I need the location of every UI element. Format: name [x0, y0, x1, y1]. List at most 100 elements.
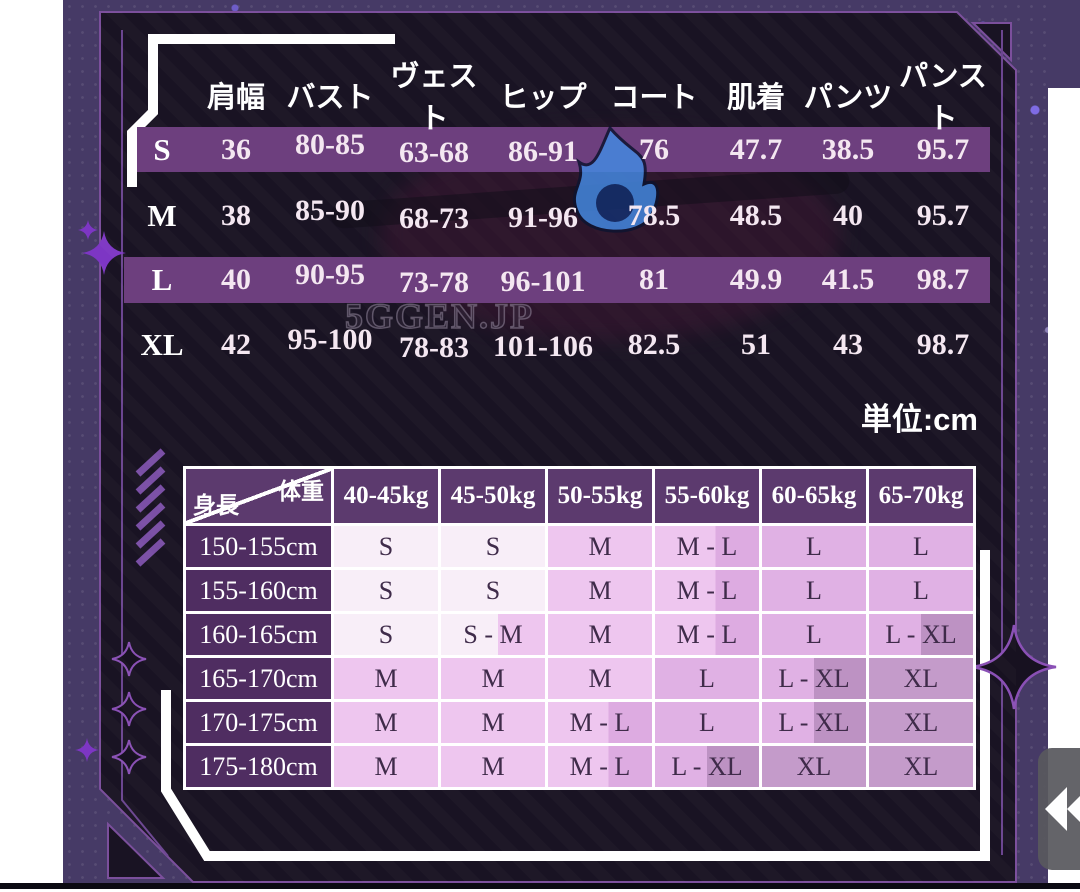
rewind-icon	[1045, 787, 1080, 831]
size-value-cell: 82.5	[627, 327, 681, 361]
size-value-cell: 80-85	[295, 127, 365, 161]
size-value-cell: 43	[833, 327, 863, 361]
fit-cell: XL	[762, 746, 866, 787]
size-value-cell: 91-96	[508, 200, 578, 234]
fit-table-row: 165-170cm M M M L L - XL XL	[186, 658, 973, 699]
fit-cell: M	[334, 702, 438, 743]
column-header: ヒップ	[499, 82, 587, 114]
size-value-cell: 38.5	[821, 132, 875, 166]
size-value-cell: 63-68	[399, 135, 469, 169]
fit-cell: M	[441, 702, 545, 743]
column-header: パンツ	[803, 82, 893, 114]
size-value-cell: 95.7	[916, 132, 970, 166]
height-cell: 175-180cm	[186, 746, 331, 787]
fit-cell: M	[441, 746, 545, 787]
size-value-cell: 76	[639, 132, 669, 166]
size-value-cell: 98.7	[916, 263, 970, 296]
weight-header-cell: 55-60kg	[655, 469, 759, 523]
weight-header-cell: 60-65kg	[762, 469, 866, 523]
size-value-cell: 38	[221, 198, 251, 232]
rewind-button[interactable]	[1038, 748, 1080, 870]
fit-table: 体重 身長 40-45kg 45-50kg 50-55kg 55-60kg 60…	[183, 466, 976, 790]
column-header: コート	[610, 82, 698, 114]
fit-cell: L - XL	[869, 614, 973, 655]
fit-cell: M - L	[655, 570, 759, 611]
height-cell: 150-155cm	[186, 526, 331, 567]
size-value-cell: 51	[741, 327, 771, 361]
size-table-header-row: 肩幅 バスト ヴェスト ヒップ コート 肌着 パンツ パンスト	[132, 61, 1012, 135]
fit-cell: XL	[869, 746, 973, 787]
fit-table-row: 155-160cm S S M M - L L L	[186, 570, 973, 611]
size-row-s: S 36 80-85 63-68 86-91 76 47.7 38.5 95.7	[132, 127, 1012, 172]
fit-cell: M - L	[655, 614, 759, 655]
fit-table-header-row: 体重 身長 40-45kg 45-50kg 50-55kg 55-60kg 60…	[186, 469, 973, 523]
fit-cell: XL	[869, 658, 973, 699]
size-value-cell: 98.7	[916, 327, 970, 361]
fit-cell: S	[334, 570, 438, 611]
size-value-cell: 73-78	[399, 266, 469, 299]
column-header: パンスト	[899, 61, 987, 135]
fit-cell: M	[334, 658, 438, 699]
fit-table-row: 150-155cm S S M M - L L L	[186, 526, 973, 567]
fit-cell: M	[334, 746, 438, 787]
fit-cell: L	[869, 570, 973, 611]
fit-cell: L	[762, 614, 866, 655]
size-value-cell: 42	[221, 327, 251, 361]
fit-cell: L - XL	[762, 658, 866, 699]
bottom-divider	[0, 883, 1080, 889]
column-header: ヴェスト	[390, 61, 478, 135]
fit-cell: L - XL	[762, 702, 866, 743]
size-row-l: L 40 90-95 73-78 96-101 81 49.9 41.5 98.…	[132, 257, 1012, 303]
watermark-site-text: 5GGEN.JP	[344, 295, 535, 337]
highlight-band-s	[137, 127, 990, 172]
height-cell: 170-175cm	[186, 702, 331, 743]
fit-cell: S	[441, 570, 545, 611]
size-value-cell: 81	[639, 263, 669, 296]
column-header: 肌着	[726, 82, 785, 114]
fit-cell: L	[762, 526, 866, 567]
size-row-xl: XL 42 95-100 78-83 101-106 82.5 51 43 98…	[132, 322, 1012, 367]
unit-label: 単位:cm	[860, 402, 978, 437]
weight-header-cell: 65-70kg	[869, 469, 973, 523]
size-value-cell: 96-101	[500, 265, 586, 298]
fit-cell: L - XL	[655, 746, 759, 787]
size-label: S	[153, 131, 171, 167]
size-value-cell: 40	[221, 263, 251, 296]
weight-header-cell: 50-55kg	[548, 469, 652, 523]
fit-table-row: 160-165cm S S - M M M - L L L - XL	[186, 614, 973, 655]
size-value-cell: 36	[221, 132, 251, 166]
fit-table-row: 170-175cm M M M - L L L - XL XL	[186, 702, 973, 743]
fit-cell: M - L	[548, 702, 652, 743]
size-value-cell: 40	[833, 198, 863, 232]
fit-cell: M	[441, 658, 545, 699]
height-cell: 155-160cm	[186, 570, 331, 611]
fit-cell: M	[548, 570, 652, 611]
fit-cell: M - L	[655, 526, 759, 567]
size-value-cell: 48.5	[729, 198, 783, 232]
weight-header-cell: 45-50kg	[441, 469, 545, 523]
corner-cell: 体重 身長	[186, 469, 331, 523]
size-value-cell: 41.5	[821, 263, 875, 296]
size-value-cell: 101-106	[493, 329, 593, 363]
size-value-cell: 78.5	[627, 198, 681, 232]
size-value-cell: 49.9	[729, 263, 783, 296]
height-axis-label: 身長	[193, 492, 239, 518]
size-label: XL	[140, 326, 184, 362]
fit-cell: S	[334, 526, 438, 567]
starfield-background-corner	[1048, 0, 1080, 88]
fit-cell: M	[548, 526, 652, 567]
size-value-cell: 95.7	[916, 198, 970, 232]
size-value-cell: 78-83	[399, 330, 469, 364]
fit-cell: L	[655, 702, 759, 743]
size-value-cell: 86-91	[508, 134, 578, 168]
fit-cell: M	[548, 614, 652, 655]
fit-cell: M - L	[548, 746, 652, 787]
column-header: 肩幅	[206, 82, 265, 114]
fit-cell: L	[762, 570, 866, 611]
fit-cell: L	[869, 526, 973, 567]
fit-cell: L	[655, 658, 759, 699]
column-header: バスト	[286, 82, 374, 114]
size-row-m: M 38 85-90 68-73 91-96 78.5 48.5 40 95.7	[132, 193, 1012, 238]
fit-cell: XL	[869, 702, 973, 743]
